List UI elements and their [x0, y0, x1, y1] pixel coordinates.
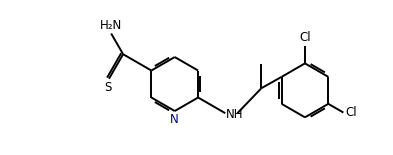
Text: Cl: Cl — [299, 31, 311, 44]
Text: NH: NH — [226, 108, 244, 121]
Text: H₂N: H₂N — [100, 19, 122, 32]
Text: Cl: Cl — [345, 106, 357, 119]
Text: N: N — [171, 113, 179, 126]
Text: S: S — [104, 81, 111, 94]
